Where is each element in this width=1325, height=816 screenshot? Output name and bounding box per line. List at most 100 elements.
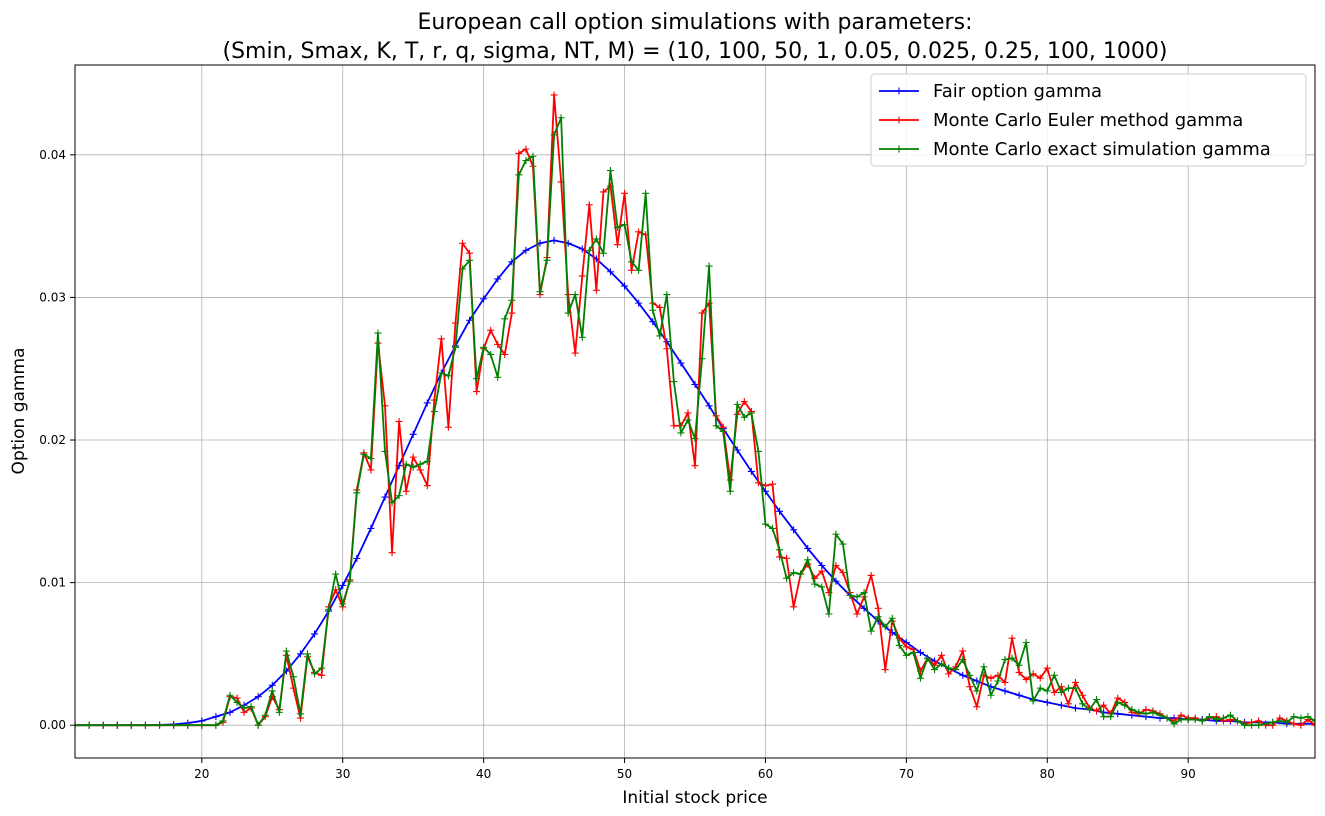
data-point-marker [1156, 711, 1164, 719]
data-point-marker [684, 416, 692, 424]
data-point-marker [614, 224, 621, 232]
data-point-marker [853, 610, 861, 618]
data-point-marker [423, 399, 431, 407]
data-point-marker [494, 340, 502, 348]
data-point-marker [1121, 701, 1129, 709]
data-point-marker [1001, 678, 1009, 686]
legend-marker [895, 145, 903, 153]
data-point-marker [635, 266, 643, 274]
data-point-marker [698, 355, 706, 363]
data-point-marker [261, 711, 269, 719]
data-point-marker [691, 435, 699, 443]
data-point-marker [494, 275, 502, 283]
data-point-marker [916, 674, 924, 682]
data-point-marker [790, 526, 798, 534]
data-point-marker [670, 422, 678, 430]
data-point-marker [1071, 704, 1079, 712]
data-point-marker [931, 666, 939, 674]
data-point-marker [606, 167, 614, 175]
data-point-marker [522, 145, 530, 153]
data-point-marker [550, 236, 558, 244]
data-point-marker [585, 201, 593, 209]
data-point-marker [311, 670, 319, 678]
data-point-marker [747, 409, 755, 417]
data-point-marker [677, 429, 685, 437]
data-point-marker [966, 683, 974, 691]
legend-entry: Fair option gamma [879, 81, 1102, 102]
data-point-marker [395, 417, 403, 425]
data-point-marker [966, 671, 974, 679]
data-point-marker [606, 268, 614, 276]
data-point-marker [656, 303, 664, 311]
data-point-marker [832, 530, 840, 538]
data-point-marker [621, 189, 629, 197]
data-point-marker [254, 693, 262, 701]
data-point-marker [881, 623, 889, 631]
x-tick-label: 50 [617, 767, 632, 781]
plot-area [75, 91, 1315, 729]
chart-title-line2: (Smin, Smax, K, T, r, q, sigma, NT, M) =… [223, 39, 1168, 64]
data-point-marker [212, 721, 220, 729]
data-point-marker [85, 721, 93, 729]
data-point-marker [578, 272, 586, 280]
data-point-marker [853, 593, 861, 601]
data-point-marker [747, 467, 755, 475]
data-point-marker [1149, 708, 1157, 716]
data-point-marker [381, 447, 389, 455]
data-point-marker [740, 398, 748, 406]
axis-ticks: 20 30 40 50 60 70 80 90 0.00 0.01 0.02 0.03 0.04 [39, 148, 1196, 781]
data-point-marker [353, 554, 361, 562]
y-tick-label: 0.03 [39, 290, 66, 304]
data-point-marker [663, 291, 671, 299]
data-point-marker [268, 687, 276, 695]
data-point-marker [318, 671, 326, 679]
data-point-marker [973, 687, 981, 695]
data-point-marker [233, 698, 241, 706]
data-point-marker [860, 589, 868, 597]
data-point-marker [275, 708, 283, 716]
data-point-marker [1177, 716, 1185, 723]
data-point-marker [1071, 684, 1079, 692]
x-tick-label: 40 [476, 767, 491, 781]
legend-label: Monte Carlo Euler method gamma [933, 110, 1243, 131]
data-point-marker [628, 266, 636, 274]
data-point-marker [628, 258, 636, 266]
data-point-marker [254, 721, 262, 729]
data-point-marker [1297, 714, 1305, 722]
data-point-marker [945, 664, 953, 672]
data-point-marker [740, 413, 748, 421]
data-point-marker [522, 157, 530, 165]
data-point-marker [797, 570, 805, 578]
data-point-marker [127, 721, 135, 729]
data-point-marker [141, 721, 149, 729]
data-point-marker [1262, 720, 1270, 728]
data-point-marker [423, 457, 431, 465]
data-point-marker [698, 309, 706, 317]
data-point-marker [952, 666, 960, 674]
data-point-marker [670, 378, 678, 386]
data-point-marker [691, 380, 699, 388]
data-point-marker [466, 256, 474, 264]
data-point-marker [75, 721, 79, 729]
data-point-marker [409, 430, 417, 438]
data-point-marker [318, 664, 326, 672]
data-point-marker [437, 369, 445, 377]
data-point-marker [339, 581, 347, 589]
chart-title-line1: European call option simulations with pa… [418, 10, 973, 35]
data-point-marker [1093, 707, 1101, 715]
data-point-marker [550, 131, 558, 139]
y-tick-label: 0.04 [39, 148, 66, 162]
data-point-marker [1241, 721, 1249, 729]
data-point-marker [635, 228, 643, 236]
data-point-marker [578, 333, 586, 341]
data-point-marker [684, 409, 692, 417]
data-point-marker [924, 654, 931, 662]
data-point-marker [1015, 661, 1023, 669]
data-point-marker [226, 691, 234, 699]
data-point-marker [980, 663, 988, 671]
data-point-marker [381, 493, 389, 501]
data-point-marker [494, 373, 502, 381]
data-point-marker [212, 713, 220, 721]
x-tick-label: 30 [335, 767, 350, 781]
data-point-marker [325, 606, 333, 614]
